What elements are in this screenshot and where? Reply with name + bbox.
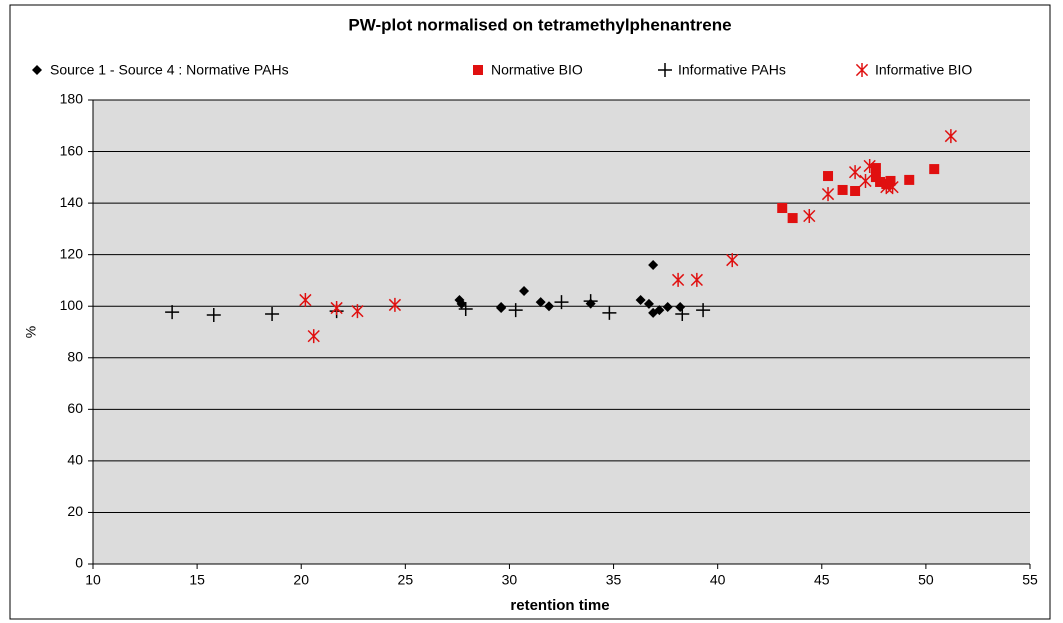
data-point [675, 306, 690, 321]
x-tick-label: 50 [918, 572, 934, 588]
plot-area [93, 100, 1030, 564]
data-point [671, 272, 685, 287]
data-point [929, 164, 940, 175]
data-point [330, 301, 343, 316]
data-point [265, 306, 280, 321]
data-point [519, 286, 530, 297]
data-point [803, 209, 816, 223]
y-tick-label: 60 [67, 400, 83, 416]
data-point [535, 297, 546, 308]
data-point [602, 305, 617, 320]
data-point [870, 163, 881, 174]
data-point [787, 213, 798, 224]
data-point [307, 329, 320, 344]
data-point [458, 302, 473, 317]
y-tick-label: 80 [67, 348, 83, 364]
x-axis-label: retention time [510, 597, 609, 614]
data-point [863, 158, 876, 173]
data-point [662, 301, 673, 312]
legend-marker [855, 63, 869, 77]
data-point [388, 297, 402, 312]
data-point [648, 259, 659, 270]
x-tick-label: 40 [710, 572, 726, 588]
data-point [821, 187, 835, 202]
chart-title: PW-plot normalised on tetramethylphenant… [348, 15, 731, 34]
legend-label: Informative PAHs [678, 62, 786, 78]
data-point [690, 272, 703, 287]
data-point [880, 180, 893, 195]
x-tick-label: 15 [189, 572, 205, 588]
data-point [848, 165, 862, 180]
x-tick-label: 20 [293, 572, 309, 588]
data-point [850, 185, 861, 196]
data-point [886, 180, 899, 195]
data-point [859, 173, 872, 188]
data-point [583, 294, 598, 309]
y-tick-label: 140 [60, 194, 84, 210]
data-point [554, 295, 569, 310]
legend-marker [658, 63, 672, 77]
y-tick-label: 40 [67, 452, 83, 468]
data-point [823, 171, 834, 182]
data-point [508, 303, 523, 318]
y-tick-label: 180 [60, 91, 84, 107]
legend-label: Normative BIO [491, 62, 583, 78]
data-point [777, 203, 788, 214]
x-tick-label: 25 [398, 572, 414, 588]
data-point [635, 295, 646, 306]
data-point [643, 298, 654, 309]
legend-marker [32, 65, 42, 75]
data-point [299, 293, 312, 308]
data-point [726, 253, 739, 268]
x-tick-label: 30 [502, 572, 518, 588]
y-tick-label: 100 [60, 297, 84, 313]
x-tick-label: 55 [1022, 572, 1038, 588]
legend-label: Source 1 - Source 4 : Normative PAHs [50, 62, 289, 78]
y-axis-label: % [23, 326, 39, 338]
x-tick-label: 10 [85, 572, 101, 588]
data-point [496, 303, 507, 314]
x-tick-label: 35 [606, 572, 622, 588]
y-tick-label: 160 [60, 142, 84, 158]
y-tick-label: 0 [75, 555, 83, 571]
data-point [904, 174, 915, 185]
data-point [885, 175, 896, 186]
data-point [837, 184, 848, 195]
data-point [696, 303, 711, 318]
y-tick-label: 120 [60, 245, 84, 261]
data-point [351, 304, 364, 319]
data-point [456, 298, 467, 309]
data-point [165, 305, 180, 320]
data-point [875, 176, 886, 187]
data-point [206, 307, 221, 322]
y-tick-label: 20 [67, 503, 83, 519]
data-point [654, 305, 665, 316]
legend-marker [473, 65, 483, 75]
legend-label: Informative BIO [875, 62, 972, 78]
data-point [944, 129, 958, 144]
x-tick-label: 45 [814, 572, 830, 588]
data-point [544, 301, 555, 312]
